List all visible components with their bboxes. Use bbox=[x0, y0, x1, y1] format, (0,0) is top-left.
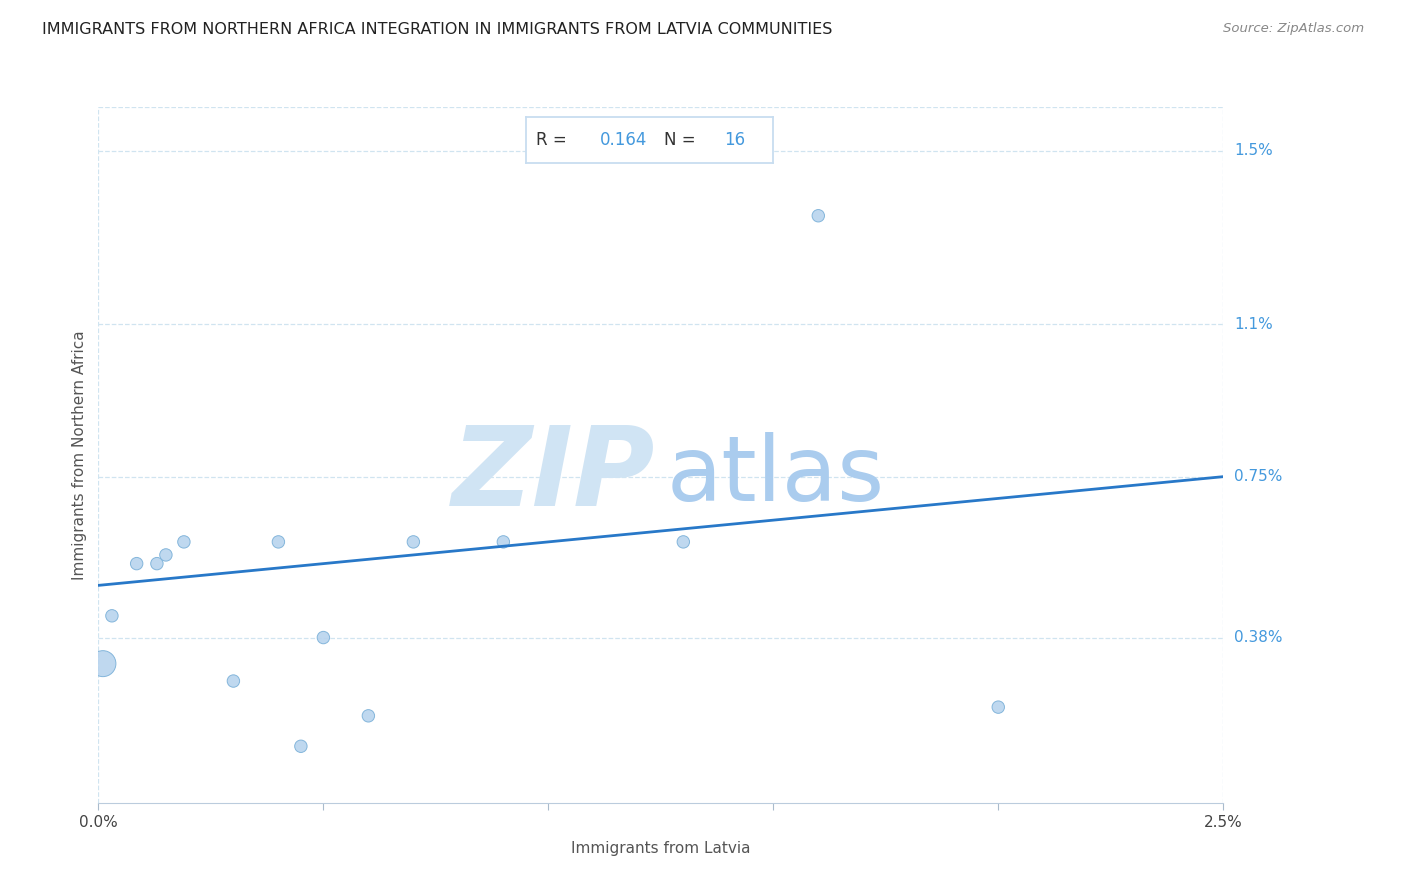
Text: Source: ZipAtlas.com: Source: ZipAtlas.com bbox=[1223, 22, 1364, 36]
Text: 1.1%: 1.1% bbox=[1234, 317, 1272, 332]
Point bbox=[222, 674, 245, 689]
Point bbox=[267, 534, 290, 549]
Point bbox=[312, 631, 335, 645]
Point bbox=[987, 700, 1010, 714]
Point bbox=[290, 739, 312, 754]
Point bbox=[91, 657, 114, 671]
Point bbox=[672, 534, 695, 549]
Text: 1.5%: 1.5% bbox=[1234, 143, 1272, 158]
Text: 0.38%: 0.38% bbox=[1234, 630, 1282, 645]
Point bbox=[125, 557, 148, 571]
Text: 0.75%: 0.75% bbox=[1234, 469, 1282, 484]
Point bbox=[402, 534, 425, 549]
Point bbox=[173, 534, 195, 549]
X-axis label: Immigrants from Latvia: Immigrants from Latvia bbox=[571, 841, 751, 855]
Point bbox=[155, 548, 177, 562]
Point bbox=[492, 534, 515, 549]
Point bbox=[146, 557, 169, 571]
Point bbox=[357, 708, 380, 723]
Text: atlas: atlas bbox=[666, 432, 884, 520]
Text: IMMIGRANTS FROM NORTHERN AFRICA INTEGRATION IN IMMIGRANTS FROM LATVIA COMMUNITIE: IMMIGRANTS FROM NORTHERN AFRICA INTEGRAT… bbox=[42, 22, 832, 37]
Point bbox=[807, 209, 830, 223]
Text: ZIP: ZIP bbox=[451, 422, 655, 529]
Point bbox=[101, 608, 124, 623]
Y-axis label: Immigrants from Northern Africa: Immigrants from Northern Africa bbox=[72, 330, 87, 580]
